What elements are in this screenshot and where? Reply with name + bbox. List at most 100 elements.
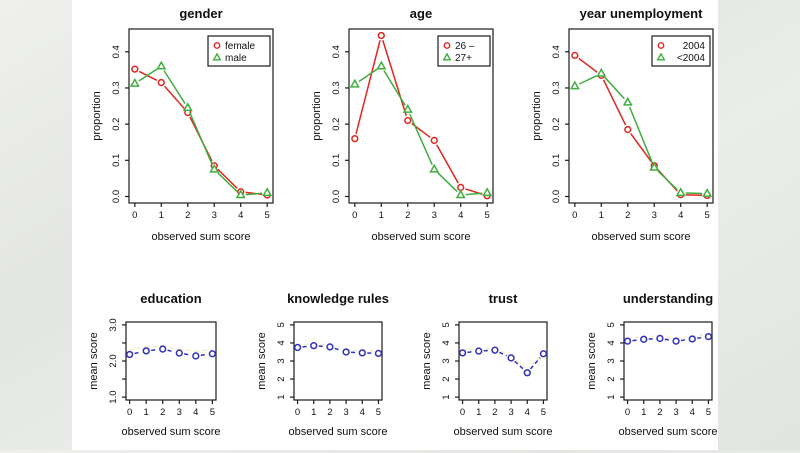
svg-text:3: 3 (652, 210, 657, 221)
chart-canvas: year unemployment observed sum score propo… (510, 0, 727, 258)
chart-knowledge-rules: knowledge rules observed sum score mean sc… (249, 285, 394, 448)
svg-text:4: 4 (193, 407, 198, 418)
svg-text:mean score: mean score (421, 332, 433, 389)
svg-text:2: 2 (276, 376, 287, 381)
svg-text:0.4: 0.4 (111, 45, 122, 58)
svg-text:<2004: <2004 (677, 53, 706, 64)
svg-text:27+: 27+ (455, 53, 472, 64)
svg-text:3: 3 (212, 210, 217, 221)
svg-text:observed sum score: observed sum score (121, 426, 220, 438)
svg-text:0.2: 0.2 (111, 118, 122, 131)
svg-text:proportion: proportion (531, 91, 543, 141)
svg-text:0: 0 (295, 407, 300, 418)
svg-text:observed sum score: observed sum score (288, 426, 387, 438)
chart-year-unemployment: year unemployment observed sum score propo… (510, 0, 727, 258)
svg-text:2: 2 (327, 407, 332, 418)
svg-text:0.2: 0.2 (551, 118, 562, 131)
chart-understanding: understanding observed sum score mean scor… (579, 285, 724, 448)
svg-text:knowledge rules: knowledge rules (287, 291, 389, 306)
svg-text:3: 3 (508, 407, 513, 418)
svg-text:2: 2 (441, 376, 452, 381)
svg-text:1: 1 (379, 210, 384, 221)
svg-text:0.4: 0.4 (551, 45, 562, 58)
svg-text:5: 5 (376, 407, 381, 418)
svg-text:2: 2 (185, 210, 190, 221)
svg-text:3: 3 (673, 407, 678, 418)
svg-text:0: 0 (352, 210, 357, 221)
svg-text:5: 5 (541, 407, 546, 418)
svg-text:1: 1 (276, 394, 287, 399)
svg-text:5: 5 (210, 407, 215, 418)
svg-text:0: 0 (625, 407, 630, 418)
svg-text:1: 1 (476, 407, 481, 418)
svg-text:mean score: mean score (586, 332, 598, 389)
svg-text:2: 2 (606, 376, 617, 381)
svg-text:5: 5 (705, 210, 710, 221)
svg-text:4: 4 (276, 340, 287, 345)
svg-text:5: 5 (606, 322, 617, 327)
svg-text:26 –: 26 – (455, 41, 475, 52)
svg-text:3.0: 3.0 (108, 318, 119, 331)
svg-text:observed sum score: observed sum score (618, 426, 717, 438)
svg-text:0.4: 0.4 (331, 45, 342, 58)
svg-text:5: 5 (706, 407, 711, 418)
svg-text:5: 5 (485, 210, 490, 221)
svg-text:year unemployment: year unemployment (580, 6, 703, 21)
svg-text:4: 4 (441, 340, 452, 345)
svg-text:2004: 2004 (683, 41, 706, 52)
svg-text:male: male (225, 53, 247, 64)
svg-text:4: 4 (606, 340, 617, 345)
svg-text:proportion: proportion (311, 91, 323, 141)
chart-canvas: understanding observed sum score mean scor… (579, 285, 724, 448)
svg-text:0.2: 0.2 (331, 118, 342, 131)
svg-text:3: 3 (276, 358, 287, 363)
svg-text:4: 4 (360, 407, 365, 418)
svg-text:age: age (410, 6, 432, 21)
svg-text:1: 1 (159, 210, 164, 221)
chart-canvas: gender observed sum score proportion 0 1 2 3 4 5… (70, 0, 287, 258)
svg-text:0.1: 0.1 (331, 154, 342, 167)
svg-text:1: 1 (599, 210, 604, 221)
svg-text:0.0: 0.0 (111, 190, 122, 203)
svg-text:2: 2 (657, 407, 662, 418)
svg-text:observed sum score: observed sum score (453, 426, 552, 438)
svg-text:0.0: 0.0 (551, 190, 562, 203)
svg-text:0.1: 0.1 (111, 154, 122, 167)
svg-text:proportion: proportion (91, 91, 103, 141)
svg-text:understanding: understanding (623, 291, 713, 306)
svg-text:mean score: mean score (88, 332, 100, 389)
svg-text:4: 4 (525, 407, 530, 418)
svg-text:0.1: 0.1 (551, 154, 562, 167)
chart-gender: gender observed sum score proportion 0 1 2 3 4 5… (70, 0, 287, 258)
svg-text:2: 2 (492, 407, 497, 418)
svg-text:2: 2 (160, 407, 165, 418)
svg-text:3: 3 (441, 358, 452, 363)
svg-text:5: 5 (441, 322, 452, 327)
svg-text:1.0: 1.0 (108, 391, 119, 404)
svg-text:observed sum score: observed sum score (371, 231, 470, 243)
svg-text:observed sum score: observed sum score (591, 231, 690, 243)
svg-text:4: 4 (238, 210, 243, 221)
svg-text:1: 1 (641, 407, 646, 418)
svg-text:0: 0 (572, 210, 577, 221)
svg-text:0: 0 (132, 210, 137, 221)
svg-text:trust: trust (489, 291, 519, 306)
svg-text:2: 2 (405, 210, 410, 221)
svg-text:4: 4 (690, 407, 695, 418)
svg-text:5: 5 (265, 210, 270, 221)
svg-text:4: 4 (678, 210, 683, 221)
svg-text:observed sum score: observed sum score (151, 231, 250, 243)
svg-text:1: 1 (144, 407, 149, 418)
chart-canvas: knowledge rules observed sum score mean sc… (249, 285, 394, 448)
svg-text:female: female (225, 41, 255, 52)
svg-text:3: 3 (432, 210, 437, 221)
svg-text:mean score: mean score (256, 332, 268, 389)
svg-text:0: 0 (127, 407, 132, 418)
svg-text:gender: gender (179, 6, 222, 21)
